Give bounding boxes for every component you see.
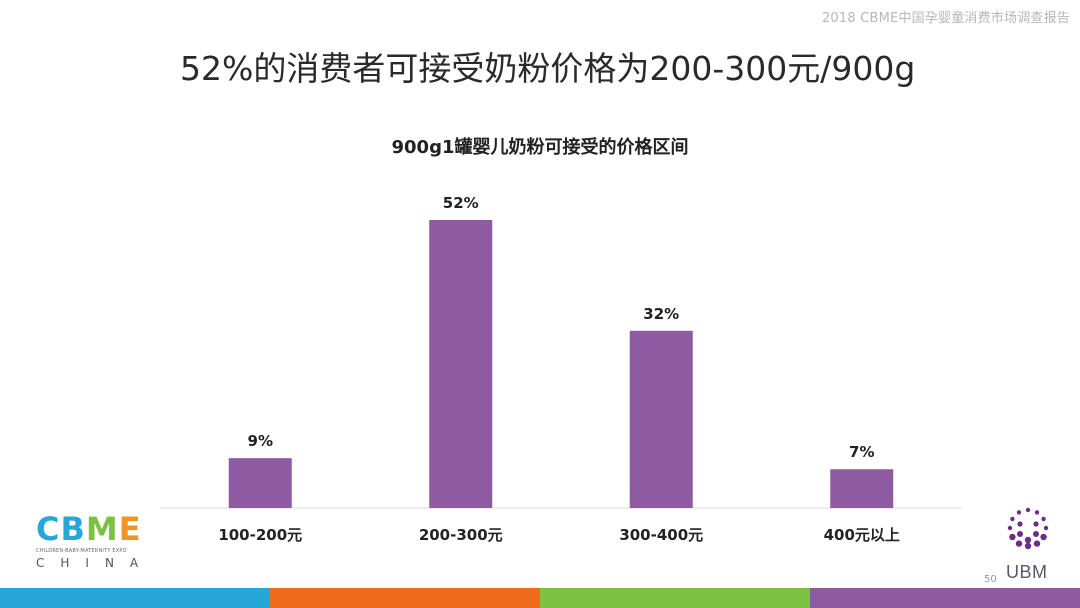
bar-0: [228, 458, 292, 508]
ubm-logo: UBM: [1000, 506, 1060, 582]
ubm-dot: [1033, 531, 1039, 537]
ubm-dot: [1040, 533, 1047, 541]
footer-stripe-1: [270, 588, 541, 608]
bar-3: [830, 469, 894, 508]
ubm-dot: [1017, 521, 1023, 527]
cbme-letter-e: E: [118, 510, 141, 548]
ubm-dot: [1015, 540, 1023, 547]
report-header-note: 2018 CBME中国孕婴童消费市场调查报告: [821, 11, 1070, 26]
bar-2: [629, 330, 693, 508]
data-label-3: 7%: [849, 443, 874, 461]
data-label-2: 32%: [643, 305, 679, 323]
page-title: 52%的消费者可接受奶粉价格为200-300元/900g: [180, 49, 916, 88]
ubm-dot: [1024, 536, 1032, 544]
ubm-dot: [1016, 510, 1022, 515]
cbme-subtitle: CHILDREN-BABY-MATERNITY EXPO: [36, 548, 127, 554]
cbme-letter-c: C: [36, 510, 60, 548]
footer-stripe-2: [540, 588, 811, 608]
cbme-letter-m: M: [85, 510, 118, 548]
ubm-dots-icon: [1007, 507, 1049, 550]
chart-title: 900g1罐婴儿奶粉可接受的价格区间: [391, 137, 689, 158]
page-number: 50: [984, 574, 997, 585]
ubm-dot: [1033, 540, 1041, 547]
cbme-region: CHINA: [36, 556, 155, 570]
x-tick-label-1: 200-300元: [419, 526, 503, 544]
ubm-dot: [1041, 516, 1046, 522]
data-label-1: 52%: [443, 194, 479, 212]
ubm-wordmark: UBM: [1006, 562, 1048, 582]
x-tick-label-2: 300-400元: [619, 526, 703, 544]
cbme-letter-b: B: [60, 510, 85, 548]
ubm-dot: [1009, 533, 1016, 541]
ubm-dot: [1010, 516, 1015, 522]
ubm-dot: [1007, 525, 1013, 531]
ubm-dot: [1043, 525, 1049, 531]
ubm-dot: [1024, 542, 1032, 550]
footer-stripe-3: [810, 588, 1080, 608]
ubm-dot: [1033, 521, 1039, 527]
ubm-dot: [1017, 531, 1023, 537]
x-tick-label-3: 400元以上: [824, 526, 900, 544]
footer-stripe-0: [0, 588, 271, 608]
bar-1: [429, 220, 493, 508]
data-label-0: 9%: [248, 432, 273, 450]
x-tick-label-0: 100-200元: [218, 526, 302, 544]
ubm-dot: [1034, 510, 1040, 515]
ubm-dot: [1025, 507, 1031, 513]
